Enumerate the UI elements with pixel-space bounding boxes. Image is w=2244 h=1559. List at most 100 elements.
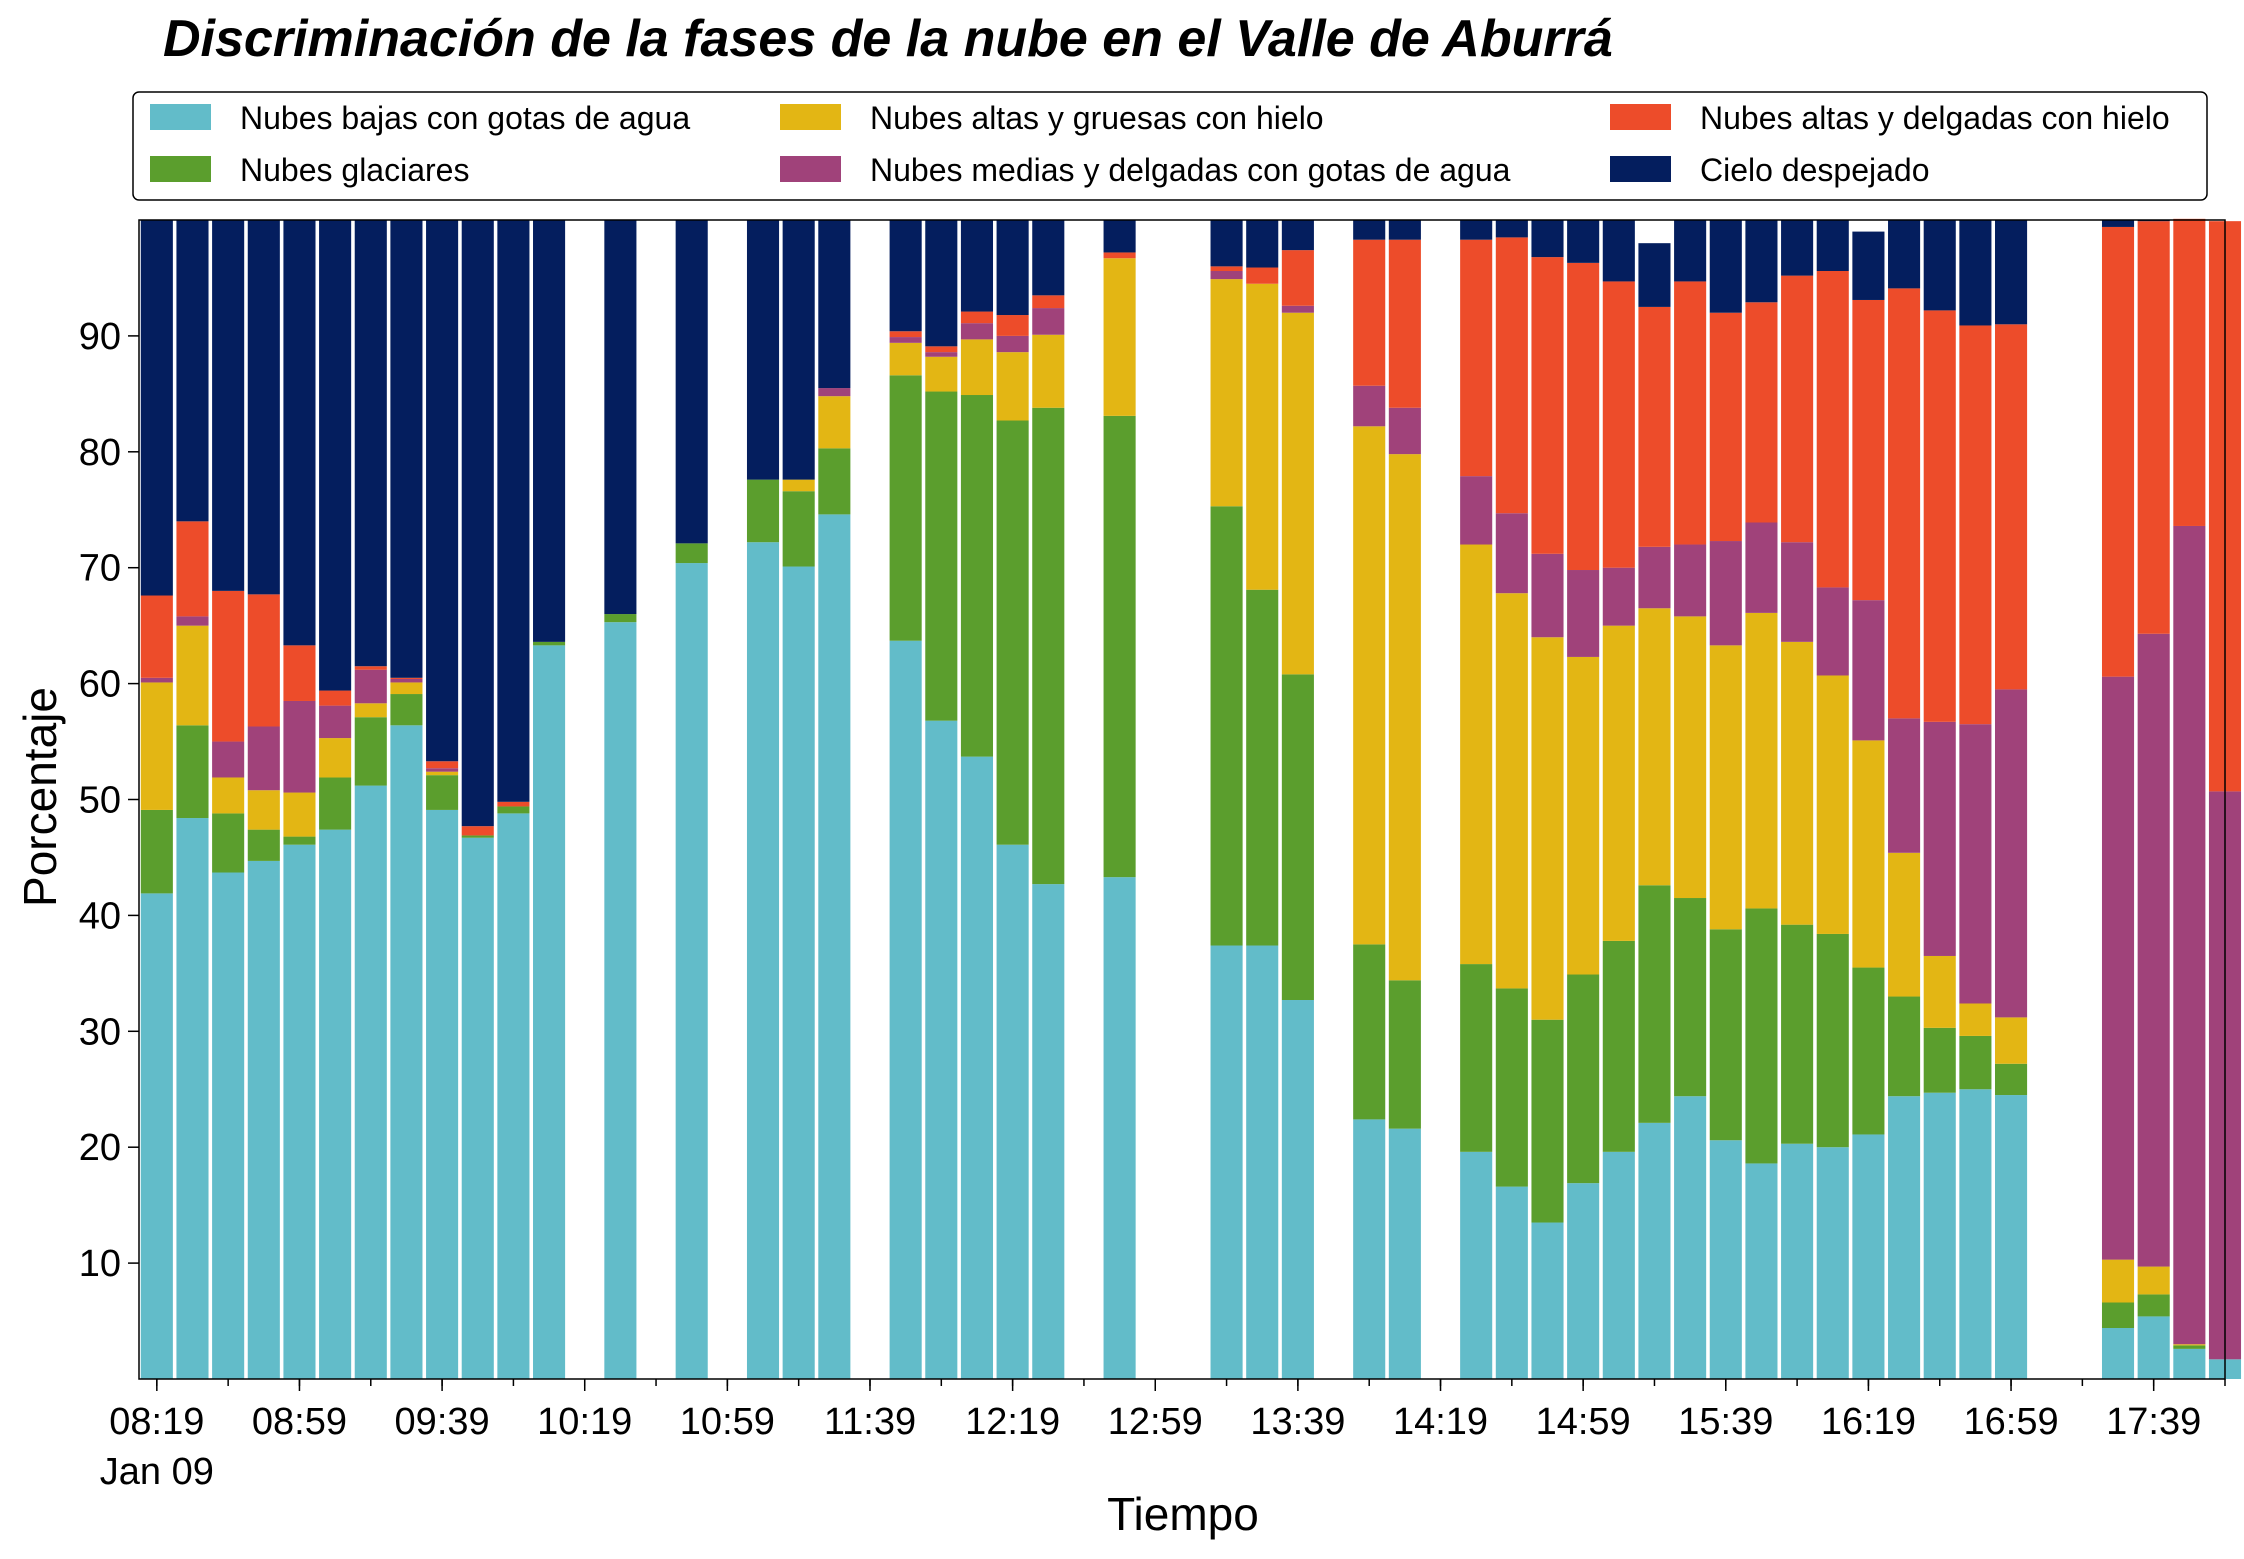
bar-segment — [1959, 1089, 1992, 1379]
bar-segment — [140, 809, 173, 894]
bar-segment — [1103, 220, 1136, 253]
bar-segment — [1495, 237, 1528, 514]
legend-box — [132, 91, 2208, 201]
y-tick-label: 50 — [79, 780, 121, 822]
bar-segment — [996, 844, 1029, 1379]
bar-segment — [604, 622, 637, 1379]
x-tick-label: 14:59 — [1536, 1401, 1631, 1443]
bar-segment — [1888, 220, 1921, 289]
bar-segment — [461, 835, 494, 838]
bar-segment — [2101, 1328, 2135, 1379]
bar-segment — [1032, 220, 1065, 296]
bar-segment — [319, 690, 352, 706]
bar-segment — [2173, 1345, 2206, 1349]
bar-segment — [960, 220, 994, 312]
bar-segment — [925, 391, 958, 721]
bar-segment — [1852, 299, 1885, 601]
bar-segment — [1745, 302, 1778, 523]
bar-segment — [426, 775, 459, 810]
bar-segment — [1816, 675, 1849, 934]
bar-segment — [1281, 674, 1314, 1001]
x-tick-label: 16:59 — [1964, 1401, 2059, 1443]
bar-segment — [925, 346, 958, 353]
bar-segment — [1888, 718, 1921, 853]
bar-segment — [1246, 945, 1279, 1379]
legend-swatch — [150, 104, 211, 130]
bar-segment — [1852, 740, 1885, 968]
y-axis: 10 20 30 40 50 60 70 80 90 — [79, 316, 139, 1285]
legend-label: Nubes altas y delgadas con hielo — [1700, 100, 2170, 136]
bar-segment — [140, 677, 173, 683]
bar-segment — [1995, 1063, 2028, 1096]
bar-segment — [1531, 220, 1564, 258]
bar-segment — [1888, 288, 1921, 719]
bar-segment — [1959, 1003, 1992, 1036]
bar-segment — [675, 543, 708, 564]
y-tick-label: 90 — [79, 316, 121, 358]
bar-segment — [354, 220, 387, 667]
bar-segment — [1852, 967, 1885, 1135]
bar-segment — [604, 614, 637, 623]
bar-segment — [354, 785, 387, 1379]
bar-segment — [996, 420, 1029, 845]
bar-segment — [1032, 407, 1065, 885]
bar-segment — [960, 756, 994, 1379]
bar-segment — [1281, 305, 1314, 313]
bar-segment — [1531, 553, 1564, 638]
x-tick-label: 10:19 — [537, 1401, 632, 1443]
bar-segment — [1210, 266, 1243, 271]
bar-segment — [1674, 616, 1707, 899]
bar-segment — [1995, 1095, 2028, 1379]
bar-segment — [2173, 525, 2206, 1345]
bar-segment — [1531, 637, 1564, 1020]
x-tick-label: 11:39 — [824, 1401, 916, 1443]
bar-segment — [247, 594, 280, 727]
bar-segment — [1709, 541, 1742, 646]
bar-segment — [212, 220, 245, 591]
bar-segment — [354, 717, 387, 786]
bar-segment — [2101, 220, 2135, 227]
bar-segment — [746, 220, 780, 480]
bar-segment — [1888, 1096, 1921, 1379]
legend-label: Cielo despejado — [1700, 152, 1930, 188]
bar-segment — [1032, 884, 1065, 1379]
bar-segment — [782, 479, 815, 492]
bar-segment — [782, 491, 815, 567]
bars-layer — [140, 218, 2242, 1379]
bar-segment — [1923, 721, 1956, 956]
bar-segment — [319, 220, 352, 691]
bar-segment — [461, 220, 494, 827]
bar-segment — [925, 356, 958, 392]
bar-segment — [1674, 1096, 1707, 1379]
bar-segment — [1674, 220, 1707, 282]
bar-segment — [1460, 239, 1493, 477]
bar-segment — [1281, 1000, 1314, 1379]
bar-segment — [533, 645, 566, 1379]
bar-segment — [996, 335, 1029, 353]
bar-segment — [1638, 608, 1671, 886]
bar-segment — [960, 339, 994, 396]
bar-segment — [283, 700, 316, 793]
bar-segment — [1281, 220, 1314, 251]
bar-segment — [1246, 267, 1279, 284]
bar-segment — [426, 771, 459, 776]
bar-segment — [1032, 295, 1065, 309]
bar-segment — [1495, 220, 1528, 238]
bar-segment — [818, 388, 851, 397]
bar-segment — [1353, 944, 1386, 1120]
bar-segment — [1032, 308, 1065, 335]
bar-segment — [960, 323, 994, 340]
bar-segment — [1567, 220, 1600, 263]
bar-segment — [354, 669, 387, 704]
bar-segment — [675, 563, 708, 1379]
bar-segment — [1709, 220, 1742, 313]
bar-segment — [247, 726, 280, 791]
bar-segment — [1781, 924, 1814, 1144]
bar-segment — [1388, 220, 1421, 240]
bar-segment — [426, 761, 459, 769]
legend-swatch — [780, 156, 841, 182]
bar-segment — [1745, 522, 1778, 613]
bar-segment — [2173, 1348, 2206, 1379]
bar-segment — [283, 836, 316, 845]
